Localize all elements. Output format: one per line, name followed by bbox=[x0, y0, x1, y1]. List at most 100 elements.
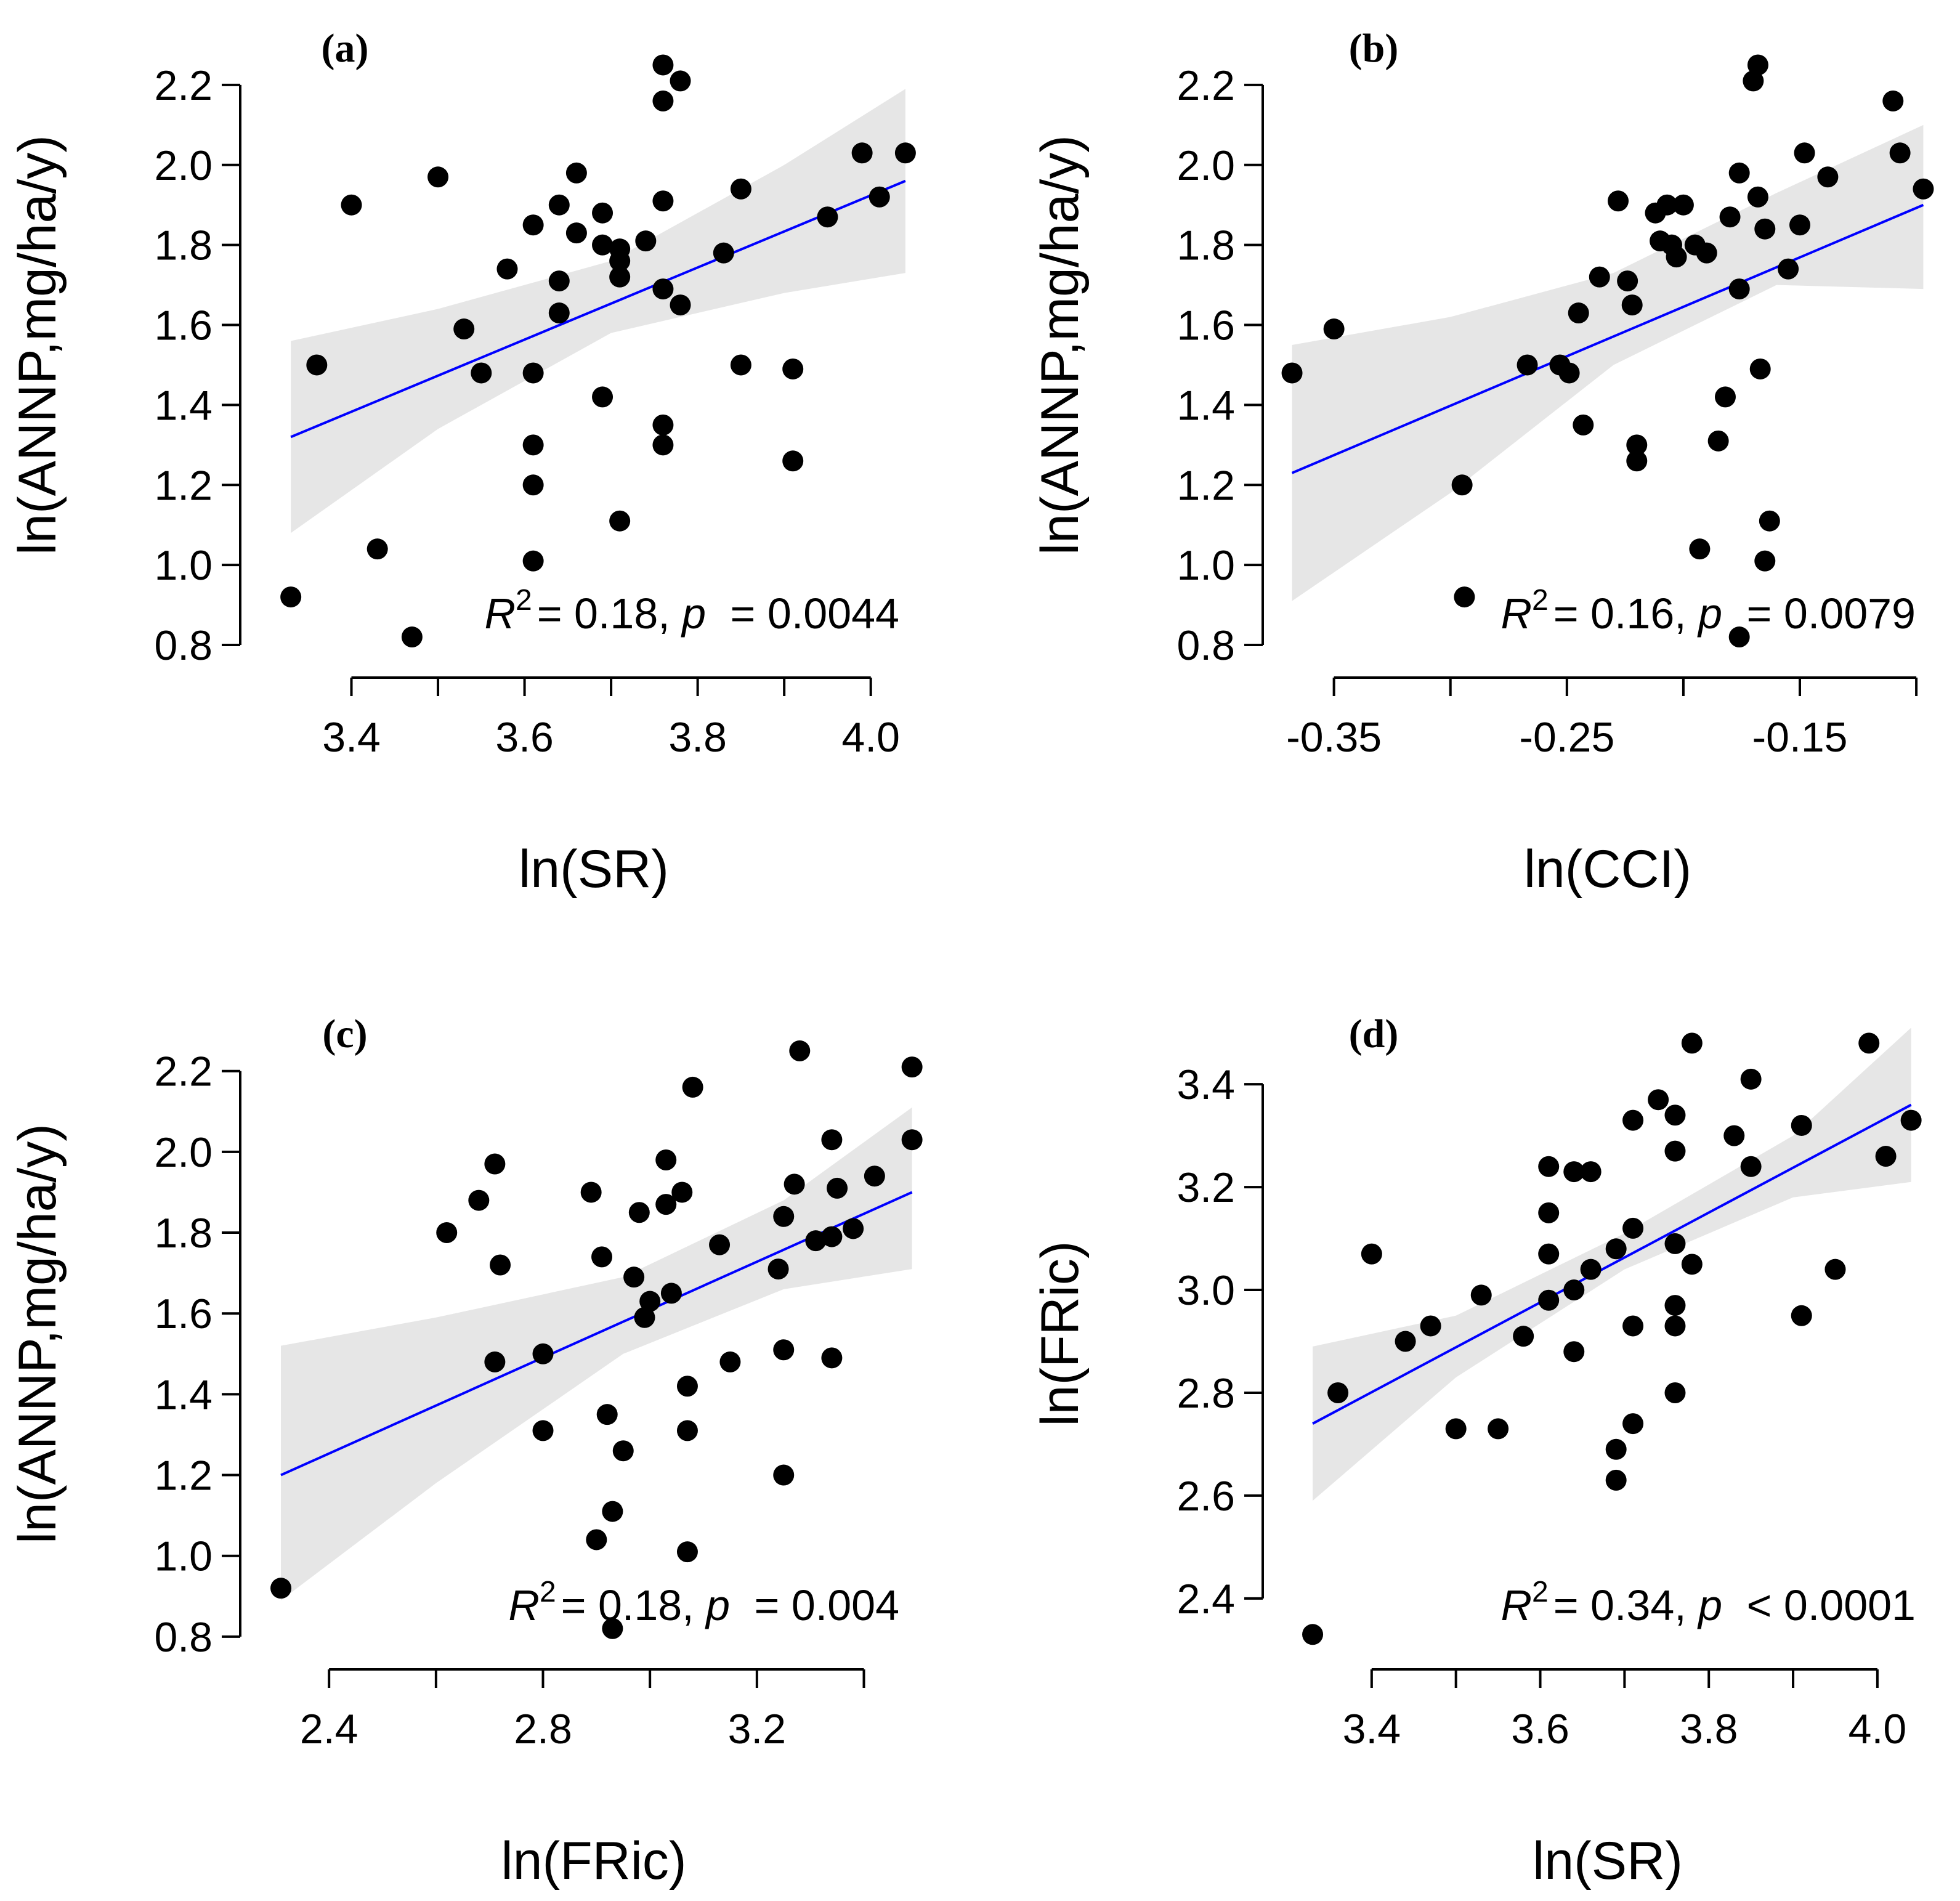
y-tick-label: 1.0 bbox=[154, 1533, 213, 1580]
data-point bbox=[1621, 294, 1643, 316]
y-tick-label: 1.2 bbox=[154, 462, 213, 509]
data-point bbox=[1470, 1284, 1492, 1306]
data-point bbox=[671, 1182, 693, 1203]
data-point bbox=[366, 538, 388, 560]
x-tick-label: -0.35 bbox=[1286, 714, 1382, 761]
data-point bbox=[1778, 258, 1799, 280]
data-point bbox=[1538, 1289, 1560, 1311]
data-point bbox=[670, 294, 691, 316]
data-point bbox=[592, 386, 614, 408]
y-tick-label: 3.0 bbox=[1176, 1267, 1235, 1314]
panel-label: (a) bbox=[322, 26, 369, 71]
data-point bbox=[1858, 1032, 1880, 1054]
y-tick-label: 1.8 bbox=[1176, 222, 1235, 269]
data-point bbox=[635, 230, 657, 252]
data-point bbox=[1681, 1032, 1703, 1054]
data-point bbox=[1672, 194, 1694, 216]
panel-d: 3.4 3.6 3.8 4.0 2.4 2.6 2.8 3.0 3.2 3.4 ln(SR) ln(F… bbox=[1031, 1011, 1922, 1891]
data-point bbox=[1696, 242, 1717, 264]
data-point bbox=[1747, 186, 1768, 208]
data-point bbox=[1538, 1156, 1560, 1177]
confidence-band bbox=[291, 89, 905, 533]
data-point bbox=[730, 354, 751, 376]
data-point bbox=[817, 206, 838, 228]
y-tick-label: 2.0 bbox=[154, 1129, 213, 1176]
data-point bbox=[522, 550, 544, 572]
stat-annotation: R2 = 0.18, p = 0.0044 bbox=[484, 584, 899, 638]
data-point bbox=[709, 1234, 731, 1255]
data-point bbox=[522, 434, 544, 456]
data-point bbox=[1740, 1068, 1762, 1090]
data-point bbox=[1664, 1105, 1686, 1126]
data-point bbox=[773, 1339, 795, 1361]
regression-line bbox=[290, 179, 906, 439]
data-point bbox=[602, 1501, 623, 1522]
data-point bbox=[270, 1578, 292, 1599]
data-point bbox=[1875, 1146, 1897, 1167]
data-point bbox=[655, 1149, 677, 1170]
data-point bbox=[1882, 90, 1904, 111]
data-point bbox=[1538, 1243, 1560, 1265]
confidence-band bbox=[1292, 124, 1924, 601]
x-tick-label: 3.8 bbox=[668, 714, 727, 761]
data-point bbox=[1563, 1341, 1585, 1363]
data-point bbox=[782, 450, 804, 472]
data-point bbox=[1817, 166, 1839, 188]
data-point bbox=[676, 1420, 698, 1441]
x-tick-label: 4.0 bbox=[841, 714, 900, 761]
y-tick-label: 0.8 bbox=[1176, 622, 1235, 669]
data-point bbox=[730, 178, 751, 200]
data-point bbox=[784, 1173, 805, 1195]
data-point bbox=[468, 1190, 490, 1211]
y-axis-title: ln(ANNP,mg/ha/y) bbox=[8, 1124, 67, 1544]
data-point bbox=[719, 1351, 741, 1372]
panel-c: 2.4 2.8 3.2 0.8 1.0 1.2 1.4 1.6 1.8 2.0 2.2 ln(FRic… bbox=[8, 1011, 923, 1891]
data-point bbox=[1454, 586, 1475, 608]
x-tick-label: 3.4 bbox=[322, 714, 381, 761]
data-point bbox=[484, 1153, 506, 1175]
data-point bbox=[652, 278, 674, 300]
panel-b: -0.35 -0.25 -0.15 0.8 1.0 1.2 1.4 1.6 1.8 2.0 2.2 l… bbox=[1031, 26, 1934, 899]
data-point bbox=[1743, 70, 1764, 92]
data-point bbox=[484, 1351, 506, 1372]
data-point bbox=[628, 1202, 650, 1223]
data-point bbox=[522, 474, 544, 496]
data-point bbox=[401, 626, 423, 648]
data-point bbox=[1626, 434, 1648, 456]
panel-a: 3.4 3.6 3.8 4.0 0.8 1.0 1.2 1.4 1.6 1.8 2.0 2.2 ln(S… bbox=[8, 26, 916, 899]
y-tick-label: 1.4 bbox=[154, 1371, 213, 1418]
data-point bbox=[1754, 218, 1776, 240]
data-point bbox=[634, 1307, 655, 1328]
data-point bbox=[1648, 1089, 1669, 1111]
data-point bbox=[773, 1464, 795, 1486]
x-tick-label: 4.0 bbox=[1849, 1706, 1907, 1753]
stat-annotation: R2 = 0.16, p = 0.0079 bbox=[1500, 584, 1916, 638]
data-point bbox=[901, 1129, 923, 1151]
x-tick-label: 2.8 bbox=[514, 1706, 572, 1753]
y-tick-label: 1.6 bbox=[154, 302, 213, 349]
y-tick-label: 0.8 bbox=[154, 1614, 213, 1661]
data-point bbox=[1749, 358, 1771, 379]
data-point bbox=[639, 1291, 661, 1312]
data-point bbox=[1714, 386, 1736, 408]
y-tick-label: 3.2 bbox=[1176, 1164, 1235, 1211]
data-point bbox=[1824, 1259, 1846, 1280]
data-point bbox=[1451, 474, 1473, 496]
data-point bbox=[652, 414, 674, 436]
y-tick-label: 2.8 bbox=[1176, 1370, 1235, 1417]
data-point bbox=[1605, 1238, 1627, 1260]
data-point bbox=[1361, 1243, 1382, 1265]
panel-label: (b) bbox=[1349, 26, 1399, 71]
data-point bbox=[1580, 1259, 1602, 1280]
y-tick-label: 1.8 bbox=[154, 1210, 213, 1257]
data-point bbox=[1791, 1114, 1812, 1136]
data-point bbox=[548, 302, 570, 324]
data-point bbox=[592, 202, 614, 224]
y-tick-label: 1.2 bbox=[154, 1453, 213, 1499]
data-point bbox=[532, 1343, 554, 1364]
x-axis-title: ln(SR) bbox=[519, 840, 669, 899]
y-tick-label: 1.6 bbox=[1176, 302, 1235, 349]
y-tick-label: 2.2 bbox=[1176, 62, 1235, 109]
data-point bbox=[1608, 190, 1629, 212]
